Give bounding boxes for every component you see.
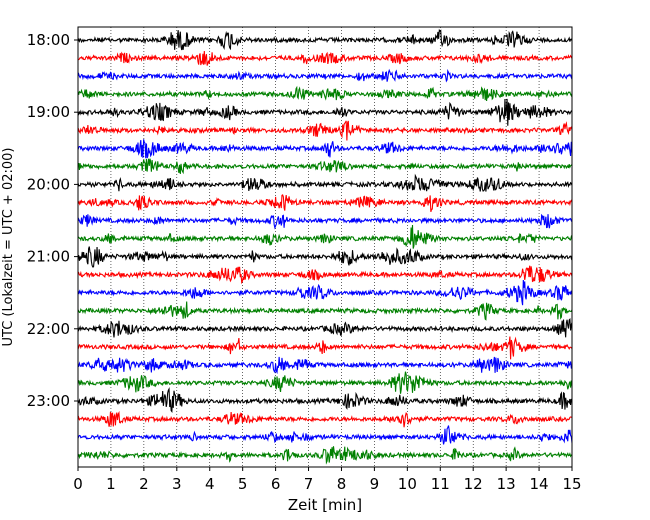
seismogram-trace xyxy=(77,280,573,306)
y-axis-label: UTC (Lokalzeit = UTC + 02:00) xyxy=(1,148,16,347)
x-tick-label: 6 xyxy=(271,475,281,493)
seismogram-trace xyxy=(77,410,573,428)
y-tick-label: 18:00 xyxy=(27,31,70,49)
plot-frame xyxy=(77,26,573,468)
y-tick-label: 20:00 xyxy=(27,175,70,193)
x-tick-label: 11 xyxy=(431,475,450,493)
y-tick-label: 21:00 xyxy=(27,248,70,266)
x-tick-label: 8 xyxy=(337,475,347,493)
seismogram-trace xyxy=(77,425,573,445)
y-tick-label: 22:00 xyxy=(27,320,70,338)
seismogram-trace xyxy=(77,68,573,83)
x-tick-label: 4 xyxy=(205,475,215,493)
seismogram-trace xyxy=(77,356,573,375)
y-axis-ticks: 18:00 19:00 20:00 21:00 22:00 23:00 xyxy=(27,31,78,410)
x-tick-label: 0 xyxy=(73,475,83,493)
x-tick-label: 2 xyxy=(139,475,149,493)
x-tick-label: 15 xyxy=(562,475,581,493)
x-axis-ticks: 0 1 2 3 4 5 6 7 8 9 10 11 12 13 14 15 xyxy=(73,467,582,493)
x-tick-label: 9 xyxy=(370,475,380,493)
seismogram-trace xyxy=(77,213,573,230)
y-tick-label: 19:00 xyxy=(27,103,70,121)
seismogram-trace xyxy=(77,51,573,66)
seismogram-trace xyxy=(77,246,573,268)
x-tick-label: 14 xyxy=(530,475,549,493)
x-tick-label: 12 xyxy=(464,475,483,493)
seismogram-trace xyxy=(77,98,573,126)
x-tick-label: 1 xyxy=(106,475,116,493)
seismogram-trace xyxy=(77,85,573,102)
seismogram-trace xyxy=(77,194,573,212)
x-axis-label: Zeit [min] xyxy=(288,496,362,514)
seismogram-trace xyxy=(77,301,573,321)
y-tick-label: 23:00 xyxy=(27,392,70,410)
x-tick-label: 7 xyxy=(304,475,314,493)
seismogram-trace xyxy=(77,336,573,360)
seismogram-trace xyxy=(77,173,573,192)
x-tick-label: 13 xyxy=(497,475,516,493)
seismogram-trace xyxy=(77,387,573,414)
x-tick-label: 10 xyxy=(398,475,417,493)
seismogram-trace xyxy=(77,158,573,175)
seismogram-trace xyxy=(77,28,573,51)
seismogram-trace xyxy=(77,265,573,285)
seismogram-trace xyxy=(77,120,573,141)
seismogram-trace xyxy=(77,139,573,159)
x-tick-label: 3 xyxy=(172,475,182,493)
seismogram-traces xyxy=(77,28,573,465)
seismogram-trace xyxy=(77,317,573,338)
vertical-grid xyxy=(110,27,540,467)
seismogram-trace xyxy=(77,224,573,249)
seismogram-trace xyxy=(77,371,573,394)
x-tick-label: 5 xyxy=(238,475,248,493)
seismogram-trace xyxy=(77,446,573,465)
